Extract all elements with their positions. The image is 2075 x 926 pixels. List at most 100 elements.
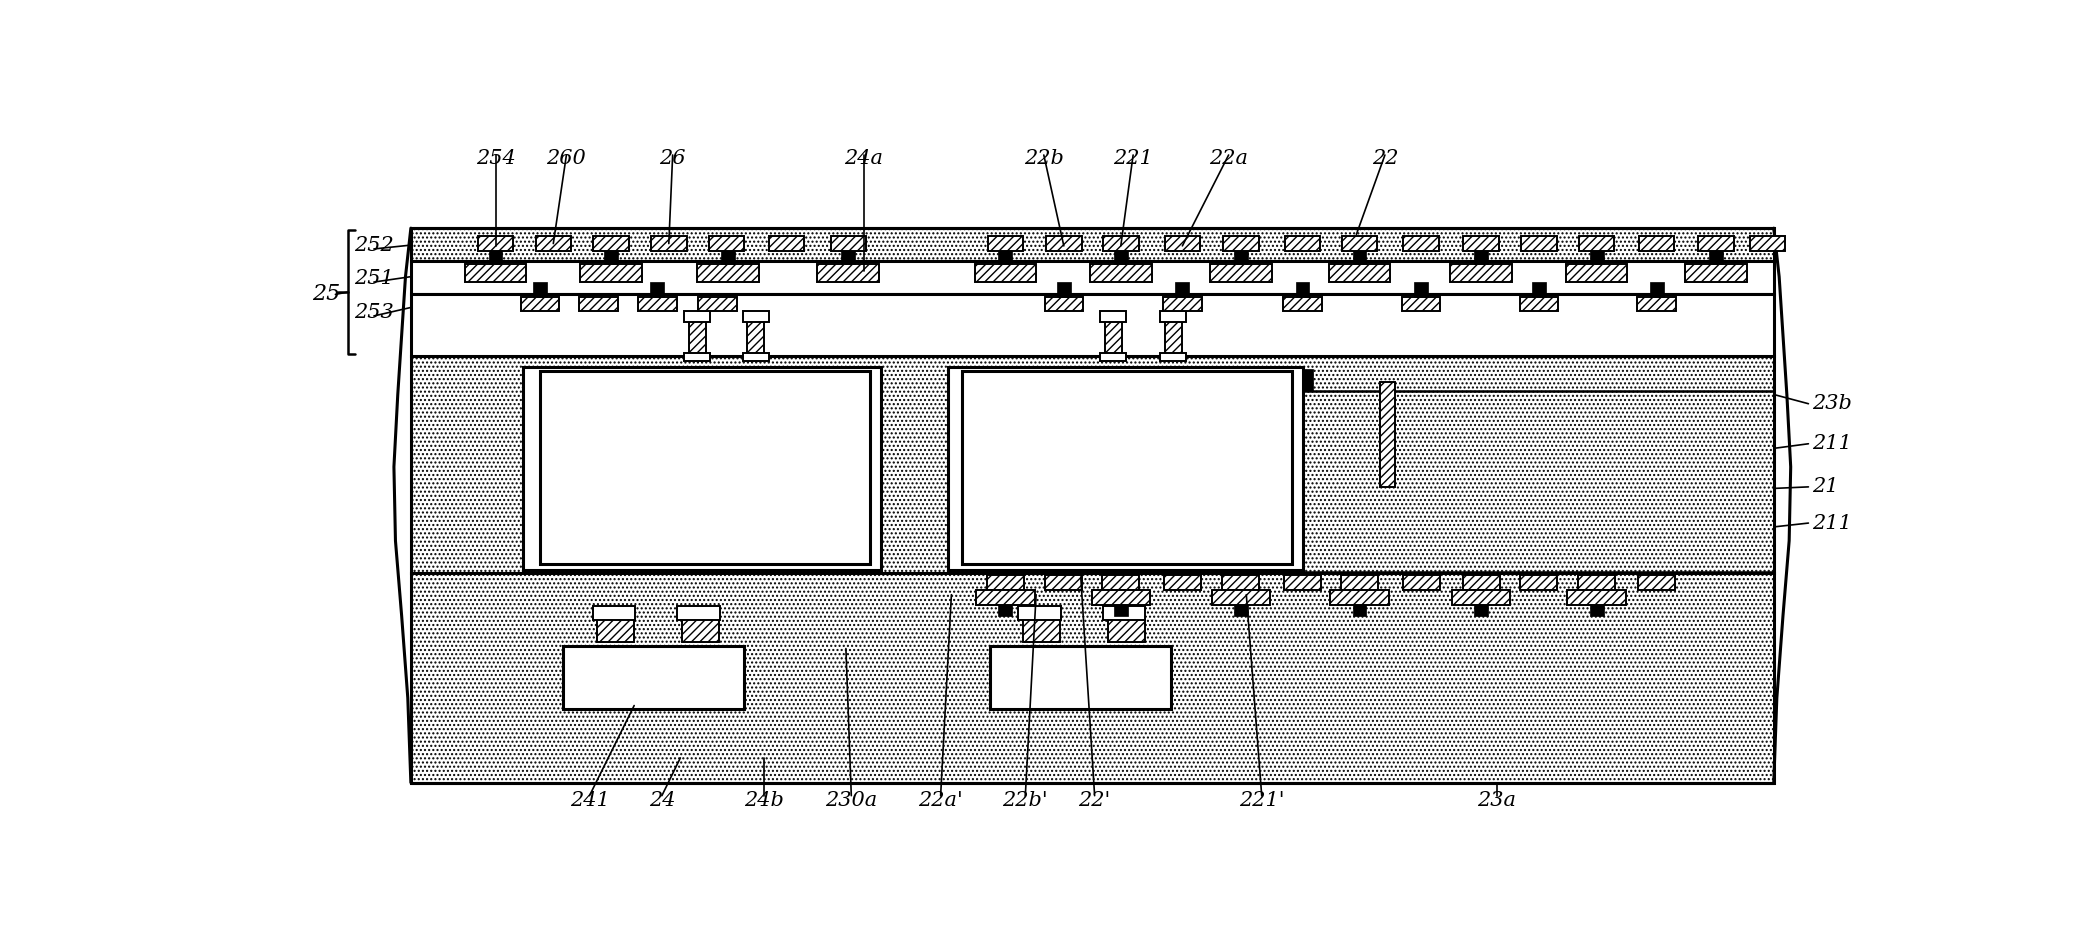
- Bar: [747, 313, 764, 356]
- Bar: [535, 236, 571, 251]
- Bar: [1531, 282, 1546, 297]
- Bar: [411, 294, 1774, 356]
- Bar: [1353, 251, 1367, 264]
- Text: 23b: 23b: [1811, 394, 1853, 413]
- Bar: [1685, 264, 1747, 282]
- Bar: [533, 282, 548, 297]
- Text: 22b': 22b': [1002, 791, 1048, 809]
- Bar: [1303, 369, 1313, 391]
- Bar: [598, 619, 635, 643]
- Bar: [411, 228, 1774, 261]
- Bar: [1019, 607, 1060, 620]
- Bar: [998, 606, 1013, 616]
- Text: 252: 252: [355, 235, 394, 255]
- Bar: [1212, 590, 1270, 606]
- Text: 25: 25: [311, 283, 340, 306]
- Bar: [998, 251, 1013, 264]
- Text: 211: 211: [1811, 514, 1853, 532]
- Bar: [722, 251, 735, 264]
- Bar: [1463, 575, 1500, 590]
- Text: 254: 254: [475, 149, 515, 169]
- Bar: [963, 371, 1293, 564]
- Bar: [1473, 251, 1488, 264]
- Bar: [1521, 236, 1556, 251]
- Text: 22': 22': [1079, 791, 1110, 809]
- Bar: [1046, 236, 1081, 251]
- Bar: [1639, 236, 1675, 251]
- Bar: [1340, 575, 1378, 590]
- Bar: [1210, 264, 1272, 282]
- Bar: [1579, 575, 1614, 590]
- Bar: [540, 371, 869, 564]
- Bar: [1330, 590, 1388, 606]
- Bar: [1091, 590, 1150, 606]
- Text: 22b: 22b: [1023, 149, 1064, 169]
- Bar: [593, 607, 635, 620]
- Bar: [1295, 282, 1309, 297]
- Bar: [1164, 297, 1201, 311]
- Bar: [649, 282, 664, 297]
- Bar: [743, 311, 770, 322]
- Bar: [1710, 251, 1722, 264]
- Bar: [1415, 282, 1428, 297]
- Bar: [1328, 264, 1390, 282]
- Bar: [1450, 264, 1513, 282]
- Bar: [1023, 619, 1060, 643]
- Text: 253: 253: [355, 304, 394, 322]
- Text: 24b: 24b: [743, 791, 784, 809]
- Bar: [1452, 590, 1511, 606]
- Bar: [697, 264, 759, 282]
- Bar: [990, 646, 1170, 709]
- Bar: [975, 590, 1035, 606]
- Text: 230a: 230a: [826, 791, 878, 809]
- Text: 251: 251: [355, 269, 394, 288]
- Bar: [1521, 575, 1558, 590]
- Bar: [604, 251, 618, 264]
- Bar: [1164, 313, 1181, 356]
- Bar: [685, 311, 710, 322]
- Text: 24a: 24a: [845, 149, 884, 169]
- Bar: [411, 356, 1774, 573]
- Bar: [988, 575, 1023, 590]
- Bar: [988, 236, 1023, 251]
- Text: 260: 260: [546, 149, 587, 169]
- Bar: [1473, 606, 1488, 616]
- Text: 23a: 23a: [1477, 791, 1517, 809]
- Bar: [1567, 264, 1627, 282]
- Bar: [477, 236, 513, 251]
- Text: 211: 211: [1811, 434, 1853, 453]
- Bar: [1519, 297, 1558, 311]
- Bar: [1160, 353, 1187, 360]
- Bar: [1102, 575, 1139, 590]
- Bar: [1104, 236, 1139, 251]
- Bar: [488, 251, 502, 264]
- Bar: [1056, 282, 1071, 297]
- Bar: [1114, 251, 1127, 264]
- Bar: [1353, 606, 1367, 616]
- Text: 21: 21: [1811, 478, 1838, 496]
- Bar: [1697, 236, 1735, 251]
- Bar: [1650, 282, 1664, 297]
- Bar: [1403, 575, 1440, 590]
- Bar: [975, 264, 1035, 282]
- Text: 22a': 22a': [919, 791, 963, 809]
- Bar: [1235, 251, 1247, 264]
- Bar: [593, 236, 629, 251]
- Bar: [1164, 575, 1201, 590]
- Text: 221: 221: [1114, 149, 1154, 169]
- Bar: [411, 573, 1774, 782]
- Bar: [1235, 606, 1247, 616]
- Bar: [1403, 297, 1440, 311]
- Bar: [1164, 236, 1199, 251]
- Bar: [689, 313, 706, 356]
- Bar: [1104, 607, 1145, 620]
- Bar: [1589, 606, 1604, 616]
- Bar: [1100, 353, 1127, 360]
- Bar: [1284, 236, 1320, 251]
- Bar: [683, 619, 718, 643]
- Text: 22: 22: [1372, 149, 1399, 169]
- Bar: [521, 297, 560, 311]
- Bar: [1044, 297, 1083, 311]
- Bar: [562, 646, 745, 709]
- Text: 241: 241: [571, 791, 610, 809]
